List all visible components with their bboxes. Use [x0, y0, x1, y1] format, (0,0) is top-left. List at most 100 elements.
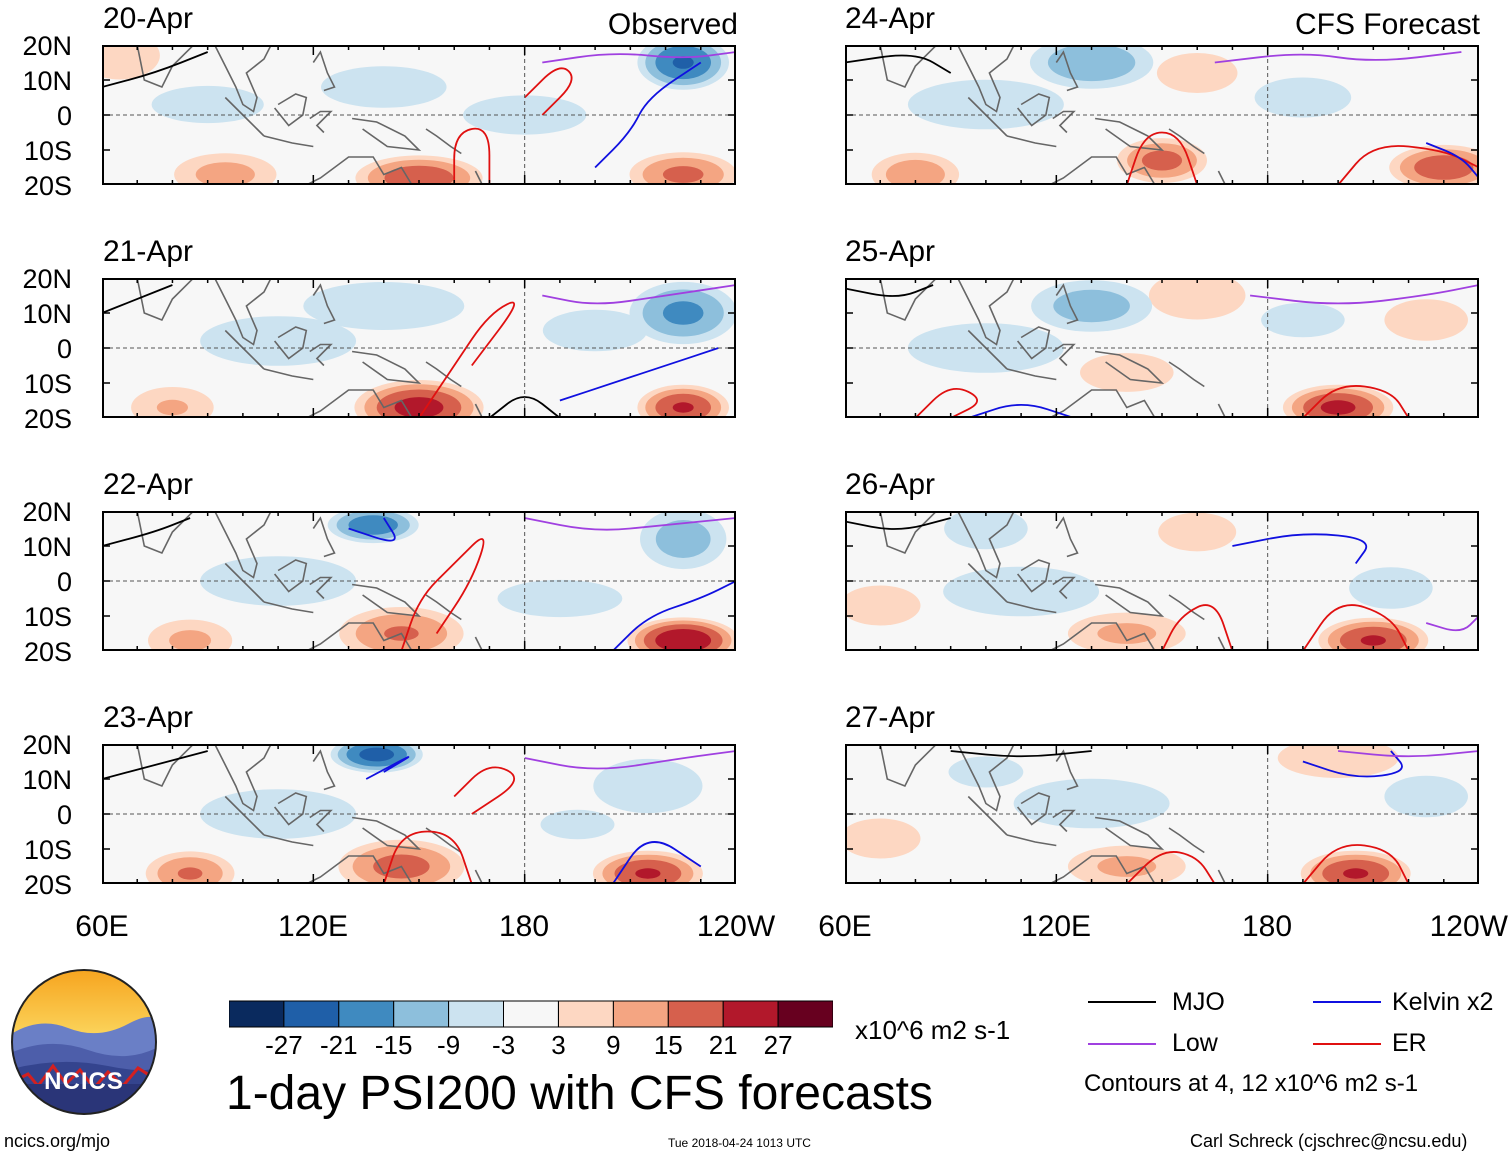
coastline [474, 170, 484, 185]
colorbar-tick-label: -3 [491, 1030, 516, 1060]
psi-anomaly-shading [1053, 289, 1130, 323]
coastline [309, 576, 333, 600]
coastline [967, 795, 1008, 836]
colorbar-labels: -27 -21 -15 -9 -3 3 9 15 21 27 [0, 1032, 792, 1058]
colorbar-swatch [338, 1000, 395, 1028]
contour-er [453, 127, 491, 185]
psi-anomaly-shading [943, 566, 1100, 617]
lat-tick-label: 20S [23, 171, 72, 201]
website-link[interactable]: ncics.org/mjo [4, 1131, 111, 1151]
coastline [1055, 516, 1079, 558]
coastline [351, 816, 422, 851]
coastline [1006, 135, 1057, 148]
panel-frame [845, 511, 1479, 651]
coastline [304, 622, 413, 651]
map-panel-forecast-24-apr [845, 45, 1479, 185]
panel-frame [102, 511, 736, 651]
lon-tick-label: 120E [1020, 910, 1092, 943]
contour-er [524, 67, 573, 116]
legend-kelvin-line [1313, 1001, 1381, 1003]
coastline [474, 636, 484, 651]
contour-low [524, 517, 736, 531]
psi-anomaly-shading [655, 629, 712, 651]
psi-anomaly-shading [1384, 299, 1468, 341]
coastline [1016, 93, 1051, 127]
coastline [1016, 792, 1051, 826]
contour-note: Contours at 4, 12 x10^6 m2 s-1 [1084, 1070, 1419, 1097]
map-panel-observed-22-apr [102, 511, 736, 651]
contour-low [542, 284, 736, 305]
contour-mjo [102, 51, 209, 88]
coastline [309, 809, 333, 833]
psi-anomaly-shading [1414, 155, 1474, 180]
lon-tick-label: 180 [498, 910, 550, 943]
colorbar-tick-label: 15 [653, 1030, 683, 1060]
coastline [1217, 403, 1227, 418]
contour-kelvin [365, 756, 410, 780]
timestamp: Tue 2018-04-24 1013 UTC [668, 1136, 811, 1150]
coastline [1094, 816, 1165, 851]
coastline [1055, 50, 1079, 92]
psi-anomaly-shading [1097, 856, 1157, 877]
contour-low [1425, 615, 1479, 632]
coastline [1094, 583, 1165, 618]
map-panel-forecast-25-apr [845, 278, 1479, 418]
legend-mjo-line [1088, 1001, 1156, 1003]
colorbar-tick-label: -15 [374, 1030, 413, 1060]
contour-er [1302, 385, 1410, 418]
psi-anomaly-shading [655, 520, 711, 558]
coastline [1168, 128, 1205, 155]
panel-frame [845, 45, 1479, 185]
coastline [1217, 636, 1227, 651]
coastline [312, 516, 336, 558]
lat-tick-label: 0 [56, 800, 72, 830]
lat-tick-label: 10S [23, 602, 72, 632]
psi-anomaly-shading [359, 747, 395, 762]
contour-er [453, 766, 516, 815]
contour-er [1125, 131, 1199, 185]
map-panel-forecast-26-apr [845, 511, 1479, 651]
contour-er [1302, 844, 1410, 884]
coastline [224, 96, 265, 137]
lat-tick-label: 20N [22, 730, 72, 760]
coastline [879, 744, 938, 788]
colorbar-swatch [722, 1000, 779, 1028]
coastline [1016, 326, 1051, 360]
psi-anomaly-shading [321, 66, 447, 108]
coastline [273, 93, 308, 127]
coastline [312, 749, 336, 791]
colorbar-tick-label: 21 [708, 1030, 738, 1060]
coastline [136, 278, 195, 322]
observed-label: Observed [607, 8, 738, 41]
coastline [312, 283, 336, 325]
lat-tick-label: 20N [22, 31, 72, 61]
contour-er [1126, 851, 1216, 884]
psi-anomaly-shading [845, 585, 921, 626]
panel-frame [845, 744, 1479, 884]
psi-anomaly-shading [1254, 77, 1352, 118]
coastline [213, 511, 272, 579]
contour-er [400, 538, 485, 651]
coastline [351, 583, 422, 618]
figure-title: 1-day PSI200 with CFS forecasts [226, 1067, 933, 1120]
coastline [136, 45, 195, 89]
lon-tick-label: 120W [1429, 910, 1508, 943]
psi-anomaly-shading [1148, 278, 1246, 320]
colorbar-swatch [448, 1000, 505, 1028]
contour-kelvin [1302, 750, 1403, 778]
coastline [1094, 117, 1165, 152]
lat-tick-label: 0 [56, 101, 72, 131]
coastline [224, 329, 265, 370]
map-panel-observed-20-apr [102, 45, 736, 185]
colorbar-tick-label: -21 [320, 1030, 358, 1060]
lon-tick-label: 180 [1241, 910, 1293, 943]
coastline [309, 110, 333, 134]
units-label: x10^6 m2 s-1 [855, 1015, 1011, 1045]
lat-tick-label: 10S [23, 136, 72, 166]
psi-anomaly-shading [1261, 302, 1345, 338]
legend-low-label: Low [1172, 1029, 1218, 1057]
lon-tick-label: 120E [277, 910, 349, 943]
coastline [425, 361, 462, 388]
coastline [967, 96, 1008, 137]
contour-low [1338, 750, 1479, 758]
